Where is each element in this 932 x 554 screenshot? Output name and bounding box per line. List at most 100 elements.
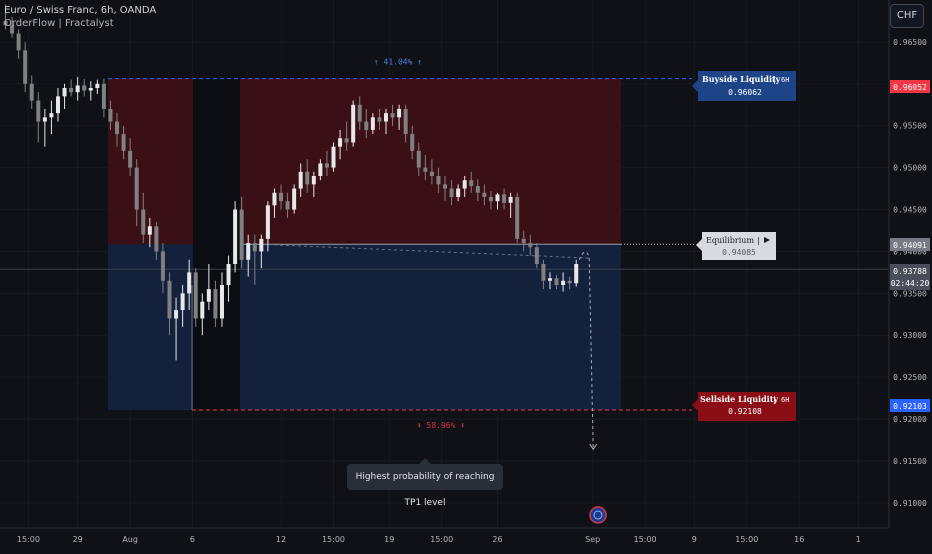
tradingview-logo-icon <box>589 506 607 524</box>
candle <box>154 222 159 260</box>
candle-body <box>154 226 159 252</box>
candle-body <box>508 196 513 203</box>
buyside-separator: | <box>773 75 776 84</box>
trend-projection-line <box>261 243 591 259</box>
candle <box>174 297 179 361</box>
price-tick-label: 0.93500 <box>893 289 927 298</box>
candle <box>95 79 100 94</box>
svg-text:0.93788: 0.93788 <box>893 267 927 276</box>
candle <box>298 163 303 197</box>
time-tick-label: 15:00 <box>430 535 453 544</box>
candle <box>193 268 198 327</box>
candle-body <box>69 88 74 93</box>
candle <box>305 159 310 193</box>
candle-body <box>82 85 87 91</box>
candle-body <box>521 238 526 244</box>
candle-body <box>534 247 539 264</box>
time-tick-label: 26 <box>492 535 502 544</box>
time-axis[interactable]: 15:00 29 Aug 6 12 15:00 19 15:00 26 Sep 15:00 9 15:0… <box>17 535 861 544</box>
candle-body <box>3 20 8 26</box>
candle-body <box>101 83 106 109</box>
candle <box>226 255 231 302</box>
candle <box>265 201 270 252</box>
buyside-liquidity-box[interactable]: Buyside Liquidity | 6H 0.96062 <box>692 71 796 101</box>
candle <box>547 272 552 290</box>
currency-button[interactable]: CHF <box>890 4 924 28</box>
candle-body <box>541 264 546 281</box>
time-tick-label: Sep <box>585 535 600 544</box>
chart-legend: Euro / Swiss Franc, 6h, OANDA OrderFlow … <box>4 4 156 30</box>
candle-body <box>383 113 388 122</box>
candle-body <box>213 289 218 319</box>
candle-body <box>108 108 113 122</box>
candle <box>410 125 415 160</box>
candle <box>338 129 343 160</box>
candle <box>219 272 224 327</box>
candle <box>357 96 362 130</box>
price-tick-label: 0.91500 <box>893 457 927 466</box>
candle-body <box>206 289 211 302</box>
candle <box>108 100 113 130</box>
candle-body <box>561 280 566 285</box>
candle <box>528 234 533 256</box>
candle <box>213 280 218 327</box>
candle-body <box>128 150 133 168</box>
candle <box>495 192 500 210</box>
time-tick-label: 29 <box>73 535 83 544</box>
time-tick-label: 19 <box>384 535 394 544</box>
equilibrium-box[interactable]: Equilibrium | 0.94085 <box>696 232 776 260</box>
candle <box>383 108 388 135</box>
candle-body <box>42 117 47 122</box>
time-tick-label: 15:00 <box>634 535 657 544</box>
candle <box>416 142 421 176</box>
candle-body <box>219 284 224 319</box>
time-tick-label: 12 <box>276 535 286 544</box>
candle <box>200 293 205 336</box>
candle-body <box>377 117 382 122</box>
candle-body <box>311 176 316 185</box>
sellside-liquidity-box[interactable]: Sellside Liquidity | 6H 0.92108 <box>692 392 796 421</box>
candles-layer <box>3 4 579 361</box>
candle-body <box>397 108 402 118</box>
candle-body <box>344 138 349 143</box>
candle-body <box>23 50 28 84</box>
time-tick-label: 6 <box>190 535 195 544</box>
candle <box>324 150 329 176</box>
candle <box>331 142 336 172</box>
buyside-tf: 6H <box>781 76 789 84</box>
price-tick-label: 0.93000 <box>893 331 927 340</box>
candle-body <box>233 209 238 264</box>
price-tick-label: 0.96500 <box>893 38 927 47</box>
candle <box>167 272 172 336</box>
candle <box>272 188 277 218</box>
candle-body <box>331 146 336 168</box>
time-tick-label: 15:00 <box>17 535 40 544</box>
price-tick-label: 0.94500 <box>893 206 927 215</box>
gap-zone <box>193 78 240 410</box>
candle <box>206 264 211 311</box>
candle-body <box>462 180 467 189</box>
sellside-value: 0.92108 <box>728 407 762 416</box>
candle <box>75 77 80 101</box>
candle-body <box>449 188 454 197</box>
candle <box>521 230 526 252</box>
candle-body <box>528 243 533 248</box>
time-tick-label: 9 <box>692 535 697 544</box>
candle <box>574 259 579 287</box>
time-tick-label: 1 <box>856 535 861 544</box>
candle-body <box>370 117 375 130</box>
candle <box>403 104 408 143</box>
candle-body <box>436 176 441 185</box>
candle-body <box>502 194 507 203</box>
candle-body <box>167 280 172 319</box>
candle <box>318 159 323 181</box>
candle <box>121 125 126 160</box>
projection-arrow <box>578 251 594 450</box>
time-tick-label: 16 <box>794 535 804 544</box>
price-tick-label: 0.94000 <box>893 247 927 256</box>
candle <box>390 104 395 126</box>
candle <box>567 276 572 290</box>
candle <box>397 104 402 130</box>
